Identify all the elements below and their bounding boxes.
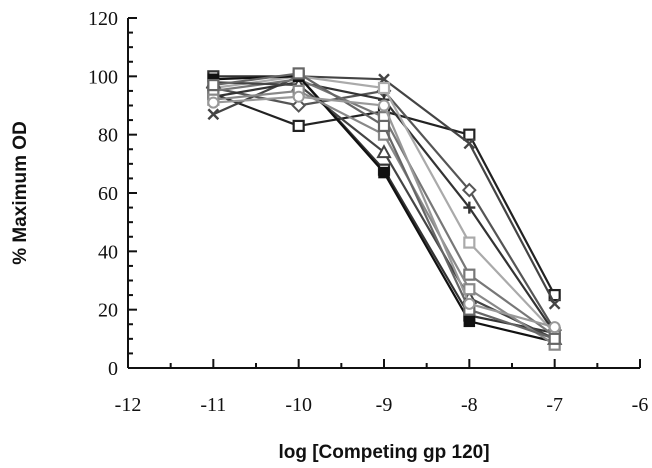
x-axis-title: log [Competing gp 120]	[278, 442, 489, 463]
y-tick-label-40: 40	[98, 241, 118, 263]
y-tick-label-60: 60	[98, 183, 118, 205]
data-point-s3-p5	[548, 297, 561, 310]
data-point-s12-p2	[292, 90, 305, 103]
x-tick-label--12: -12	[115, 394, 142, 416]
data-point-s11-p3	[377, 119, 391, 133]
y-tick-label-100: 100	[88, 66, 118, 88]
y-axis-title: % Maximum OD	[10, 121, 31, 265]
data-point-s12-p3	[378, 99, 390, 112]
data-point-s10-p4	[463, 283, 476, 296]
x-tick-label--10: -10	[285, 394, 312, 416]
data-point-s12-p1	[207, 96, 220, 109]
data-point-s4-p2	[291, 98, 307, 113]
data-point-s11-p5	[548, 332, 561, 345]
y-tick-label-20: 20	[98, 300, 118, 322]
data-point-s6-p3	[377, 81, 391, 95]
data-point-s6-p4	[463, 236, 476, 249]
x-tick-label--11: -11	[200, 394, 226, 416]
y-ticks: 0 20 40 60 80 100 120	[88, 8, 137, 380]
data-point-s8-p3	[376, 144, 392, 159]
data-point-s12-p5	[548, 321, 561, 334]
data-point-s9-p3	[378, 166, 390, 179]
data-point-s2-p2	[292, 119, 305, 133]
data-point-s7-p4	[463, 268, 476, 281]
data-point-s4-p4	[461, 182, 477, 198]
y-tick-label-80: 80	[98, 125, 118, 147]
x-ticks: -12 -11 -10 -9 -8 -7 -6	[115, 359, 649, 416]
x-tick-label--7: -7	[546, 394, 563, 416]
x-tick-label--6: -6	[632, 394, 649, 416]
y-tick-label-0: 0	[108, 358, 118, 380]
data-point-s2-p4	[463, 128, 476, 141]
data-point-s5-p4	[463, 201, 476, 214]
data-point-s3-p4	[463, 137, 476, 150]
data-point-s11-p1	[207, 78, 220, 92]
x-tick-label--9: -9	[376, 394, 393, 416]
axes	[127, 18, 640, 369]
data-point-s3-p1	[207, 108, 220, 121]
x-tick-label--8: -8	[461, 394, 478, 416]
series-12	[207, 90, 561, 334]
data-point-s9-p4	[463, 315, 476, 328]
data-point-s12-p4	[463, 297, 476, 310]
series-layer	[205, 67, 563, 351]
data-point-s11-p2	[292, 67, 305, 80]
y-tick-label-120: 120	[88, 8, 118, 30]
